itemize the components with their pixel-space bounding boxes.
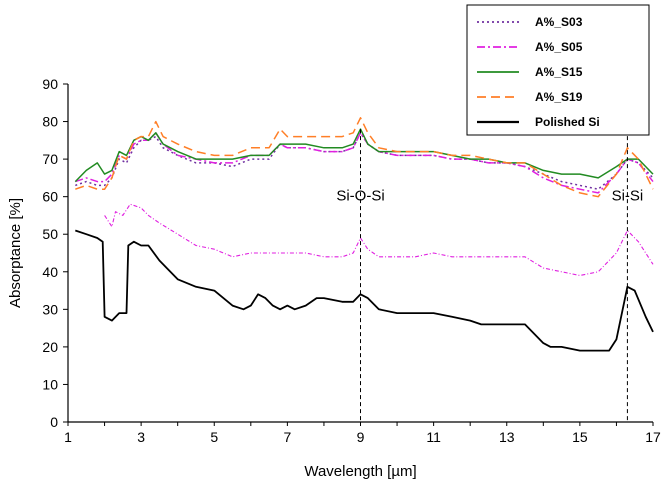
- y-tick-label: 70: [42, 151, 58, 167]
- legend: A%_S03 A%_S05 A%_S15 A%_S19 Polished Si: [466, 4, 650, 136]
- y-tick-label: 80: [42, 114, 58, 130]
- x-tick-label: 5: [210, 429, 218, 445]
- legend-entry-label: Polished Si: [535, 115, 600, 129]
- y-tick-label: 20: [42, 339, 58, 355]
- x-tick-label: 1: [64, 429, 72, 445]
- x-tick-label: 13: [499, 429, 515, 445]
- y-tick-label: 90: [42, 76, 58, 92]
- y-axis: 0 10 20 30 40 50 60 70 80 90: [42, 76, 68, 430]
- legend-box: [466, 4, 650, 136]
- y-tick-label: 0: [50, 414, 58, 430]
- x-tick-label: 11: [426, 429, 441, 445]
- y-axis-title: Absorptance [%]: [7, 198, 24, 308]
- x-axis: 1 3 5 7 9 11 13 15 17: [64, 422, 661, 445]
- series-line-a-s05: [75, 132, 654, 194]
- legend-entry-label: A%_S19: [535, 90, 583, 104]
- y-tick-label: 50: [42, 226, 58, 242]
- y-tick-label: 30: [42, 301, 58, 317]
- legend-entry-label: A%_S03: [535, 15, 583, 29]
- series-line-a-s15: [74, 128, 654, 183]
- y-tick-label: 10: [42, 376, 58, 392]
- series-line-secondary-4: [104, 203, 654, 277]
- y-tick-label: 60: [42, 189, 58, 205]
- x-tick-label: 7: [283, 429, 291, 445]
- series-line-polished-si: [75, 229, 654, 352]
- series-line-a-s19: [75, 117, 654, 198]
- x-axis-title: Wavelength [µm]: [304, 463, 416, 480]
- annotation-layer: Si-O-Si Si-Si: [336, 129, 643, 422]
- x-tick-label: 15: [572, 429, 588, 445]
- annotation-label: Si-Si: [612, 187, 644, 204]
- legend-entry-label: A%_S05: [535, 40, 583, 54]
- y-tick-label: 40: [42, 264, 58, 280]
- x-tick-label: 17: [645, 429, 661, 445]
- x-tick-label: 9: [357, 429, 365, 445]
- annotation-label: Si-O-Si: [336, 187, 384, 204]
- legend-entry-label: A%_S15: [535, 65, 583, 79]
- series-layer: [74, 117, 654, 352]
- x-tick-label: 3: [137, 429, 145, 445]
